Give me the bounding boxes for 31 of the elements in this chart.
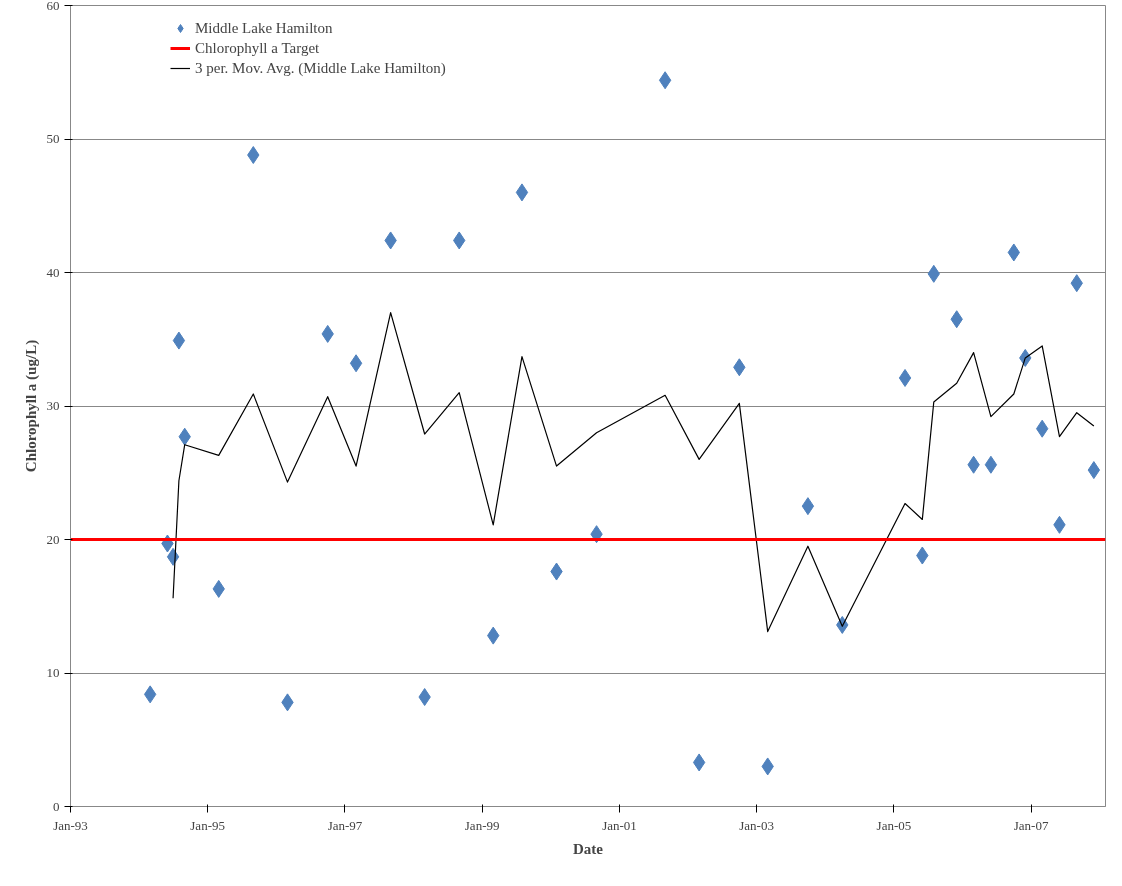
point [658,71,672,90]
y-tick-label: 20 [46,531,60,547]
y-tick-label: 30 [46,398,60,413]
y-tick-label: 60 [46,0,60,13]
y-tick-label: 40 [46,264,60,280]
point [1087,461,1101,480]
x-tick-label: Jan-95 [190,817,225,833]
point [898,368,912,387]
point [172,331,186,350]
y-tick-label: 50 [46,131,60,146]
x-tick-label: Jan-07 [1013,817,1049,833]
y-tick-label: 0 [53,798,60,814]
point [984,455,998,474]
x-tick-label: Jan-97 [327,817,363,833]
point [349,354,363,373]
line-series [172,311,1095,633]
x-tick-label: Jan-93 [53,817,88,833]
point [515,183,529,202]
x-axis-title: Date [573,840,604,857]
legend-label: Chlorophyll a Target [195,38,320,58]
legend-label: 3 per. Mov. Avg. (Middle Lake Hamilton) [195,58,446,78]
x-tick-label: Jan-05 [876,817,912,833]
point [692,753,706,772]
point [143,685,157,704]
point [801,497,815,516]
y-axis-title: Chlorophyll a (ug/L) [22,339,40,473]
y-tick-label: 10 [46,665,60,680]
x-tick-label: Jan-99 [464,817,500,833]
x-tick-label: Jan-01 [602,817,637,833]
legend-label: Middle Lake Hamilton [195,18,333,38]
x-tick-label: Jan-03 [739,817,774,833]
